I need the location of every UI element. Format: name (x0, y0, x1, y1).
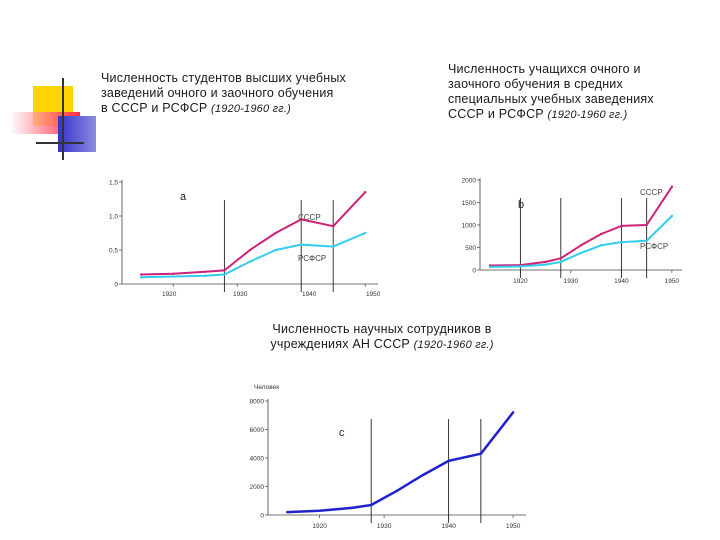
chart-b-data-point (579, 251, 583, 255)
chart-a-data-point (332, 245, 335, 248)
chart-b-title: Численность учащихся очного и заочного о… (448, 62, 654, 123)
chart-a-data-point (140, 273, 143, 276)
chart-c-x-tick-label: 1930 (377, 523, 392, 530)
chart-a-data-point (274, 248, 277, 252)
chart-b-series-label: СССР (640, 188, 663, 197)
chart-c-data-point (318, 509, 321, 512)
chart-b-data-point (620, 224, 623, 228)
chart-c-data-point (447, 459, 450, 463)
chart-b-title-line1: Численность учащихся очного и (448, 62, 641, 76)
chart-b-data-point (559, 260, 562, 264)
chart-a-data-point (172, 275, 175, 278)
chart-c-y-tick-label: 0 (260, 512, 264, 519)
chart-b-data-point (645, 223, 648, 227)
chart-a-data-point (364, 191, 367, 194)
chart-b-title-line3: специальных учебных заведениях (448, 92, 654, 106)
chart-c-y-tick-label: 2000 (250, 484, 265, 491)
chart-b-data-point (579, 244, 583, 247)
chart-c-x-tick-label: 1940 (441, 523, 456, 530)
chart-a-data-point (140, 276, 143, 279)
chart-b-panel-letter: b (518, 199, 524, 211)
chart-b-x-tick-label: 1940 (614, 278, 629, 285)
accent-vertical-line (62, 78, 64, 160)
chart-c-y-tick-label: 4000 (250, 455, 265, 462)
chart-b-data-point (519, 265, 522, 268)
chart-c-y-tick-label: 6000 (250, 427, 265, 434)
accent-horizontal-line (36, 142, 84, 144)
chart-a-series-line (140, 232, 367, 279)
chart-a-title-years: (1920-1960 гг.) (211, 103, 291, 115)
chart-b-data-point (488, 265, 492, 269)
chart-a-title-line2: заведений очного и заочного обучения (101, 86, 334, 100)
chart-a-data-point (248, 248, 252, 252)
chart-b-x-tick-label: 1950 (665, 278, 680, 285)
chart-c-data-point (350, 506, 354, 510)
chart-c-x-tick-label: 1920 (312, 523, 327, 530)
chart-b-y-tick-label: 1000 (462, 222, 477, 229)
chart-a-data-point (204, 274, 207, 278)
chart-a-series-label: РСФСР (298, 254, 326, 263)
chart-b-data-point (600, 244, 603, 247)
chart-c-panel-letter: с (339, 427, 345, 439)
chart-a-title-line1: Численность студентов высших учебных (101, 71, 346, 85)
chart-a-data-point (300, 243, 303, 246)
chart-b-title-line4: СССР и РСФСР (448, 107, 544, 121)
chart-b-data-point (600, 232, 603, 236)
chart-b-y-tick-label: 500 (465, 245, 476, 252)
chart-a-panel-letter: a (180, 191, 187, 203)
chart-a-x-tick-label: 1930 (233, 291, 248, 298)
chart-b-x-tick-label: 1930 (564, 278, 579, 285)
chart-a-title: Численность студентов высших учебных зав… (101, 71, 346, 117)
chart-b-y-tick-label: 1500 (462, 200, 477, 207)
chart-a-y-tick-label: 1,5 (109, 179, 118, 186)
chart-b-data-point (670, 214, 674, 218)
chart-b-series-label: РСФСР (640, 242, 668, 251)
chart-a-data-point (274, 231, 277, 235)
chart-a-y-tick-label: 1,0 (109, 213, 118, 220)
accent-blue-square (58, 116, 96, 152)
chart-c-data-point (511, 411, 515, 414)
chart-b-data-point (544, 260, 547, 264)
chart-c-y-tick-label: 8000 (250, 398, 265, 405)
chart-a-data-point (223, 269, 226, 272)
chart-a-title-line3: в СССР и РСФСР (101, 101, 208, 115)
chart-b-title-line2: заочного обучения в средних (448, 77, 623, 91)
chart-b-data-point (670, 185, 674, 188)
chart-c-data-point (370, 503, 373, 507)
chart-b-y-tick-label: 2000 (462, 177, 477, 184)
chart-a-series-label: СССР (298, 213, 321, 222)
chart-c-x-tick-label: 1950 (506, 523, 521, 530)
chart-b-data-point (559, 257, 562, 260)
chart-b-title-years: (1920-1960 гг.) (547, 109, 628, 121)
chart-a-x-tick-label: 1940 (302, 291, 317, 298)
chart-b-y-tick-label: 0 (472, 267, 476, 274)
chart-a-data-point (223, 273, 226, 276)
chart-c-title-line2: учреждениях АН СССР (270, 337, 410, 351)
chart-a-data-point (300, 218, 303, 221)
chart-c-title-line1: Численность научных сотрудников в (272, 322, 492, 336)
chart-c-title-years: (1920-1960 гг.) (413, 339, 494, 351)
chart-c-data-point (479, 452, 483, 455)
chart-c-series-line (286, 411, 515, 514)
chart-a-y-tick-label: 0,5 (109, 247, 118, 254)
chart-a-x-tick-label: 1950 (366, 291, 381, 298)
chart-a-data-point (172, 272, 175, 275)
chart-c-y-axis-label: Человек (254, 384, 279, 391)
chart-a-data-point (204, 270, 207, 273)
chart-b-x-tick-label: 1920 (513, 278, 528, 285)
chart-c-data-point (286, 510, 289, 514)
chart-c-data-point (395, 489, 399, 492)
chart-b-data-point (620, 240, 623, 244)
chart-c-title: Численность научных сотрудников в учрежд… (246, 322, 518, 353)
chart-a-x-tick-label: 1920 (162, 291, 177, 298)
chart-a-y-tick-label: 0 (114, 281, 118, 288)
chart-a-data-point (248, 260, 252, 263)
chart-a-data-point (332, 225, 335, 228)
chart-b-data-point (544, 263, 547, 266)
chart-b-data-point (645, 239, 648, 242)
chart-a-data-point (364, 231, 367, 235)
chart-a-series-line (140, 191, 367, 276)
chart-c-data-point (421, 473, 424, 477)
